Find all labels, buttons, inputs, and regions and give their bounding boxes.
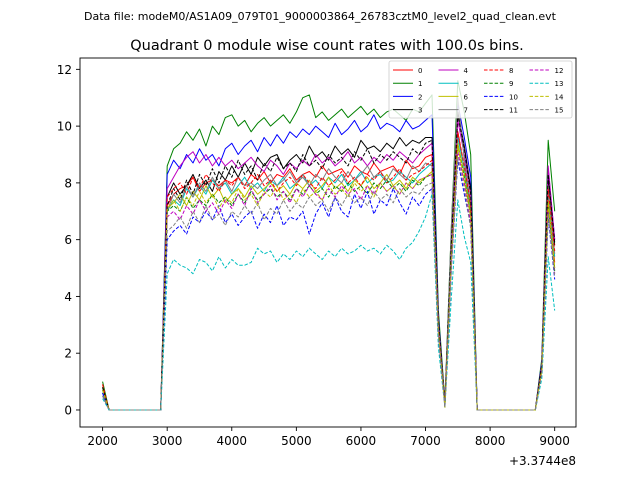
legend-label-3: 3	[418, 107, 422, 115]
legend-label-8: 8	[509, 67, 513, 75]
y-tick-label: 4	[64, 290, 72, 304]
y-tick-label: 0	[64, 403, 72, 417]
y-tick-label: 2	[64, 347, 72, 361]
legend-label-4: 4	[464, 67, 469, 75]
x-tick-label: 7000	[410, 434, 441, 448]
legend-label-0: 0	[418, 67, 422, 75]
legend-label-6: 6	[464, 93, 469, 101]
series-line-15	[102, 156, 556, 411]
y-tick-label: 8	[64, 176, 72, 190]
x-tick-label: 5000	[281, 434, 312, 448]
series-line-13	[102, 193, 556, 411]
legend-label-12: 12	[555, 67, 564, 75]
data-file-header: Data file: modeM0/AS1A09_079T01_90000038…	[84, 10, 557, 23]
y-tick-label: 6	[64, 233, 72, 247]
x-tick-label: 3000	[152, 434, 183, 448]
legend-label-7: 7	[464, 107, 468, 115]
x-tick-label: 6000	[346, 434, 377, 448]
legend-label-10: 10	[509, 93, 518, 101]
x-tick-label: 9000	[539, 434, 570, 448]
series-line-11	[102, 114, 556, 411]
legend-label-9: 9	[509, 80, 513, 88]
series-line-12	[102, 151, 556, 411]
x-tick-label: 8000	[475, 434, 506, 448]
series-line-8	[102, 131, 556, 411]
x-tick-label: 2000	[87, 434, 118, 448]
legend-box	[388, 60, 573, 119]
y-tick-label: 12	[57, 63, 72, 77]
plot-area	[102, 80, 556, 411]
legend-label-11: 11	[509, 107, 518, 115]
chart-title: Quadrant 0 module wise count rates with …	[130, 38, 524, 54]
legend-label-1: 1	[418, 80, 422, 88]
legend-label-2: 2	[418, 93, 422, 101]
y-tick-label: 10	[57, 120, 72, 134]
legend-label-13: 13	[555, 80, 564, 88]
axes: 2000 3000 4000 5000 6000 7000 8000 900002468101…	[57, 63, 576, 468]
x-tick-label: 4000	[216, 434, 247, 448]
legend-label-14: 14	[555, 93, 564, 101]
legend-label-5: 5	[464, 80, 468, 88]
legend-label-15: 15	[555, 107, 564, 115]
series-line-14	[102, 145, 556, 411]
x-offset-label: +3.3744e8	[509, 454, 576, 468]
axes-frame	[79, 57, 577, 428]
